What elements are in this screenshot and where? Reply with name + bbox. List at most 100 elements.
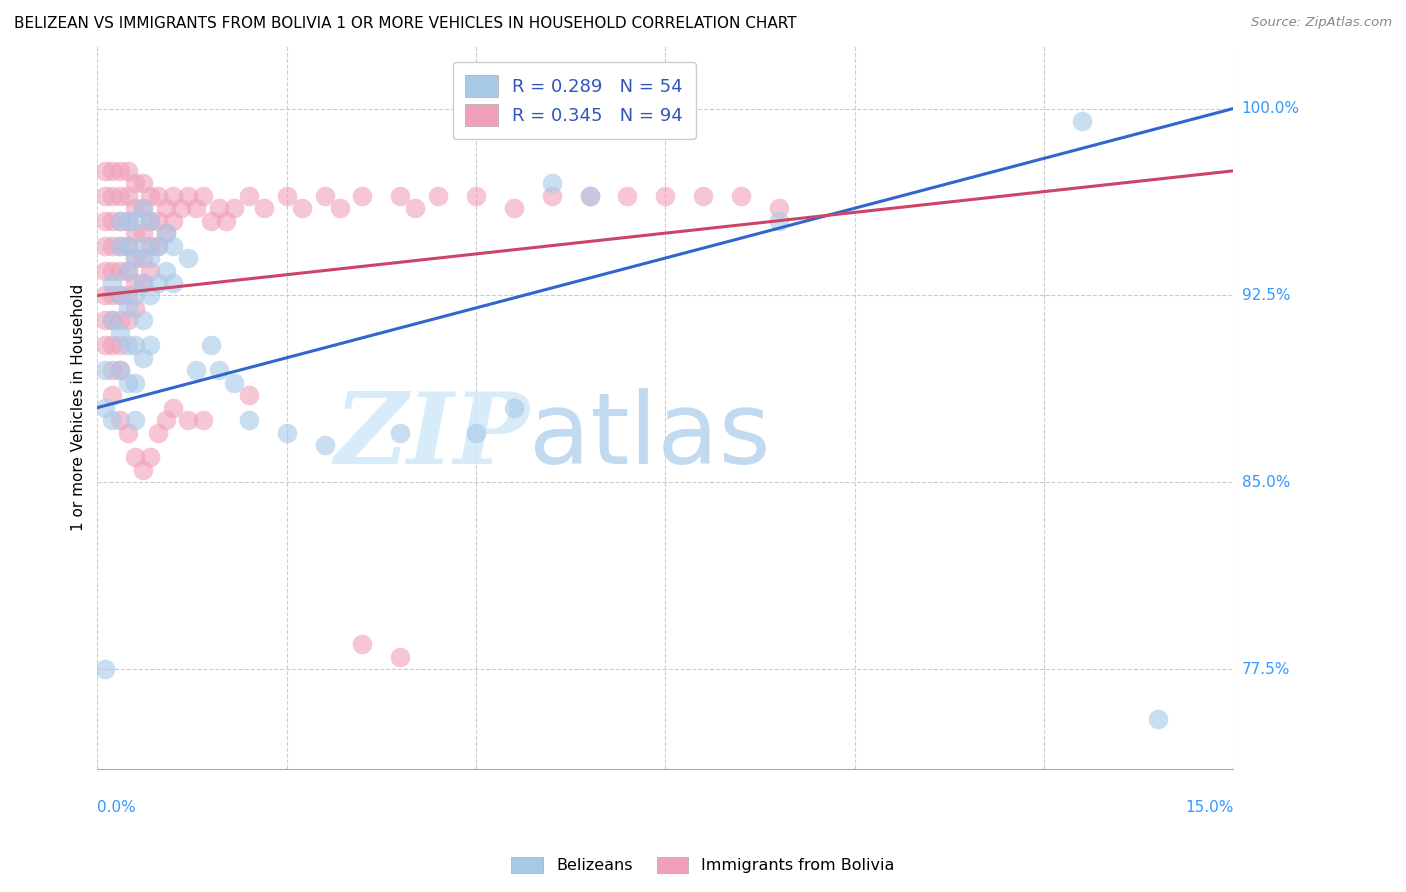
Point <box>139 213 162 227</box>
Point <box>139 188 162 202</box>
Point <box>177 251 200 265</box>
Point <box>169 201 191 215</box>
Point <box>124 413 146 427</box>
Text: 92.5%: 92.5% <box>1241 288 1291 303</box>
Point <box>124 450 146 465</box>
Point <box>389 188 412 202</box>
Text: 100.0%: 100.0% <box>1241 101 1299 116</box>
Point <box>276 188 298 202</box>
Point <box>101 213 124 227</box>
Point <box>108 326 131 340</box>
Point <box>124 251 146 265</box>
Point <box>117 238 139 252</box>
Point <box>184 363 207 377</box>
Point <box>162 188 184 202</box>
Point <box>94 238 117 252</box>
Point <box>200 338 222 352</box>
Point <box>132 201 155 215</box>
Point <box>692 188 714 202</box>
Point <box>276 425 298 440</box>
Point <box>193 188 215 202</box>
Point <box>155 263 177 277</box>
Text: atlas: atlas <box>529 388 770 485</box>
Point <box>117 263 139 277</box>
Point <box>101 263 124 277</box>
Point <box>616 188 638 202</box>
Point <box>132 276 155 290</box>
Point <box>253 201 276 215</box>
Point <box>155 226 177 240</box>
Point <box>146 276 169 290</box>
Point <box>132 201 155 215</box>
Point <box>101 288 124 302</box>
Point <box>108 338 131 352</box>
Point <box>465 425 488 440</box>
Text: BELIZEAN VS IMMIGRANTS FROM BOLIVIA 1 OR MORE VEHICLES IN HOUSEHOLD CORRELATION : BELIZEAN VS IMMIGRANTS FROM BOLIVIA 1 OR… <box>14 16 797 31</box>
Point <box>117 263 139 277</box>
Legend: R = 0.289   N = 54, R = 0.345   N = 94: R = 0.289 N = 54, R = 0.345 N = 94 <box>453 62 696 139</box>
Point <box>222 376 245 390</box>
Point <box>146 238 169 252</box>
Point <box>238 188 260 202</box>
Point <box>132 176 155 190</box>
Text: 85.0%: 85.0% <box>1241 475 1289 490</box>
Point <box>768 201 790 215</box>
Point <box>108 238 131 252</box>
Point <box>117 288 139 302</box>
Point <box>540 176 562 190</box>
Point <box>117 301 139 315</box>
Point <box>117 213 139 227</box>
Point <box>108 288 131 302</box>
Point <box>124 376 146 390</box>
Point <box>117 164 139 178</box>
Point <box>108 213 131 227</box>
Point <box>502 201 524 215</box>
Point <box>94 313 117 327</box>
Point <box>139 338 162 352</box>
Point <box>108 413 131 427</box>
Point <box>108 263 131 277</box>
Point <box>654 188 676 202</box>
Point <box>139 251 162 265</box>
Point <box>101 413 124 427</box>
Point <box>124 288 146 302</box>
Point <box>502 401 524 415</box>
Point <box>101 338 124 352</box>
Point <box>193 413 215 427</box>
Point <box>132 276 155 290</box>
Point <box>155 226 177 240</box>
Point <box>132 226 155 240</box>
Point <box>427 188 450 202</box>
Point <box>108 363 131 377</box>
Point <box>94 288 117 302</box>
Point <box>132 351 155 365</box>
Point <box>108 188 131 202</box>
Point <box>314 188 336 202</box>
Point <box>238 388 260 402</box>
Point <box>139 238 162 252</box>
Point <box>101 238 124 252</box>
Point <box>404 201 426 215</box>
Point <box>578 188 600 202</box>
Point <box>139 288 162 302</box>
Point <box>108 213 131 227</box>
Point <box>108 288 131 302</box>
Point <box>146 238 169 252</box>
Text: ZIP: ZIP <box>335 388 529 484</box>
Point <box>108 238 131 252</box>
Point <box>207 363 229 377</box>
Point <box>117 338 139 352</box>
Point <box>101 188 124 202</box>
Point <box>117 188 139 202</box>
Point <box>132 251 155 265</box>
Point <box>117 238 139 252</box>
Point <box>1070 114 1092 128</box>
Point <box>146 213 169 227</box>
Point <box>101 313 124 327</box>
Point <box>222 201 245 215</box>
Text: 0.0%: 0.0% <box>97 799 136 814</box>
Point <box>291 201 314 215</box>
Point <box>578 188 600 202</box>
Point <box>124 213 146 227</box>
Point <box>101 313 124 327</box>
